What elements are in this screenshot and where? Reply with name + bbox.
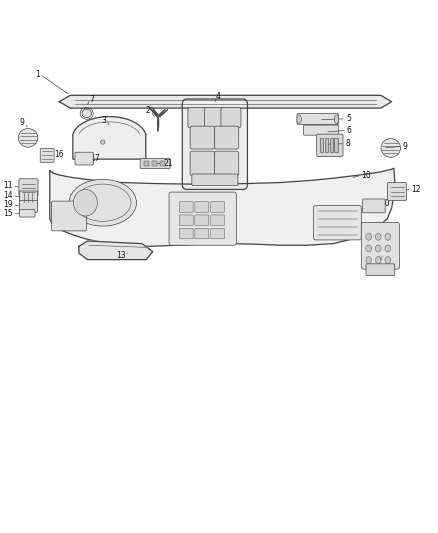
Ellipse shape [375, 257, 381, 264]
Text: 7: 7 [90, 94, 95, 103]
FancyBboxPatch shape [195, 228, 209, 239]
Bar [329, 139, 333, 152]
FancyBboxPatch shape [40, 149, 54, 163]
Text: 1: 1 [35, 70, 40, 78]
Polygon shape [59, 95, 392, 108]
FancyBboxPatch shape [317, 134, 343, 157]
FancyBboxPatch shape [179, 215, 193, 225]
Text: 12: 12 [411, 185, 421, 194]
Text: 14: 14 [3, 191, 12, 200]
Text: 2: 2 [146, 106, 151, 115]
FancyBboxPatch shape [215, 151, 239, 175]
FancyBboxPatch shape [304, 125, 339, 135]
FancyBboxPatch shape [140, 159, 170, 168]
Ellipse shape [74, 189, 97, 216]
FancyBboxPatch shape [52, 201, 87, 231]
FancyBboxPatch shape [221, 108, 241, 128]
FancyBboxPatch shape [19, 191, 38, 205]
Ellipse shape [69, 179, 137, 226]
FancyBboxPatch shape [190, 151, 215, 175]
FancyBboxPatch shape [211, 201, 224, 212]
Ellipse shape [366, 257, 371, 264]
Ellipse shape [385, 233, 391, 240]
Ellipse shape [375, 233, 381, 240]
Polygon shape [79, 241, 153, 260]
Text: 20: 20 [381, 199, 390, 208]
Text: V: V [378, 256, 382, 261]
FancyBboxPatch shape [215, 126, 239, 149]
Text: 16: 16 [54, 150, 64, 159]
Text: 19: 19 [3, 200, 12, 209]
Ellipse shape [297, 115, 301, 124]
FancyBboxPatch shape [19, 179, 38, 197]
FancyBboxPatch shape [192, 174, 238, 185]
FancyBboxPatch shape [169, 192, 237, 245]
Ellipse shape [385, 245, 391, 252]
Ellipse shape [366, 233, 371, 240]
Ellipse shape [334, 115, 339, 124]
Text: 10: 10 [361, 171, 371, 180]
Ellipse shape [375, 245, 381, 252]
FancyBboxPatch shape [387, 182, 406, 200]
FancyBboxPatch shape [182, 99, 247, 189]
Text: 17: 17 [90, 154, 99, 163]
Ellipse shape [385, 257, 391, 264]
FancyBboxPatch shape [297, 114, 339, 125]
FancyBboxPatch shape [179, 228, 193, 239]
Bar [320, 139, 324, 152]
Text: 5: 5 [346, 114, 351, 123]
FancyBboxPatch shape [19, 209, 35, 217]
FancyBboxPatch shape [211, 228, 224, 239]
FancyBboxPatch shape [19, 200, 38, 212]
FancyBboxPatch shape [190, 126, 215, 149]
Bar [160, 161, 165, 166]
Ellipse shape [381, 139, 401, 157]
FancyBboxPatch shape [314, 205, 361, 240]
FancyBboxPatch shape [366, 264, 395, 276]
Ellipse shape [82, 109, 92, 118]
Bar [325, 139, 328, 152]
FancyBboxPatch shape [363, 199, 385, 213]
Text: 15: 15 [3, 209, 12, 218]
FancyBboxPatch shape [188, 108, 208, 128]
Text: 9: 9 [20, 118, 25, 127]
FancyBboxPatch shape [75, 152, 93, 165]
Polygon shape [50, 168, 395, 246]
Text: 13: 13 [116, 252, 125, 260]
Text: 6: 6 [347, 126, 352, 135]
Polygon shape [73, 117, 146, 159]
FancyBboxPatch shape [179, 201, 193, 212]
Text: 4: 4 [216, 92, 221, 101]
Text: 18: 18 [381, 258, 391, 266]
FancyBboxPatch shape [195, 201, 209, 212]
Bar [144, 161, 149, 166]
Text: 21: 21 [164, 159, 173, 168]
Text: 11: 11 [3, 181, 12, 190]
FancyBboxPatch shape [211, 215, 224, 225]
FancyBboxPatch shape [195, 215, 209, 225]
Ellipse shape [101, 140, 105, 144]
Bar [152, 161, 157, 166]
Ellipse shape [18, 128, 38, 147]
FancyBboxPatch shape [361, 222, 399, 269]
FancyBboxPatch shape [205, 108, 224, 128]
Text: 8: 8 [345, 139, 350, 148]
Ellipse shape [366, 245, 371, 252]
Bar [334, 139, 338, 152]
Text: 3: 3 [101, 116, 106, 125]
Text: 9: 9 [403, 142, 407, 151]
